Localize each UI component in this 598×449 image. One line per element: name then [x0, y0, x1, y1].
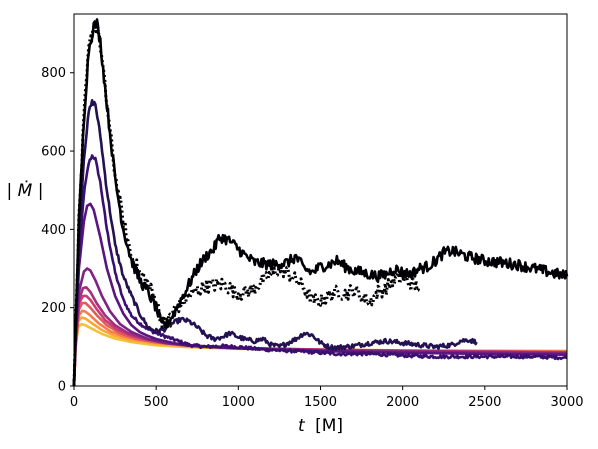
series-line-1	[72, 18, 569, 387]
x-tick-label: 3000	[550, 395, 583, 410]
x-tick-label: 0	[70, 395, 78, 410]
y-tick-label: 0	[58, 380, 66, 395]
y-axis-bar-left: |	[7, 181, 13, 201]
series-layer	[72, 18, 569, 387]
y-tick-label: 600	[41, 145, 66, 160]
x-tick-label: 2500	[468, 395, 501, 410]
tick-layer: 0 500 1000 1500 2000 2500 3000 0 200 400 600 800	[41, 66, 583, 410]
x-axis-symbol: t	[298, 416, 306, 436]
series-line-4	[72, 154, 568, 387]
y-axis-label: | Ṁ |	[7, 180, 44, 201]
y-tick-label: 400	[41, 223, 66, 238]
x-axis-unit: [M]	[315, 416, 343, 436]
x-tick-label: 2000	[386, 395, 419, 410]
x-tick-label: 1500	[304, 395, 337, 410]
x-axis-label: t [M]	[298, 416, 343, 436]
series-line-2-dotted	[72, 22, 421, 387]
y-axis-bar-right: |	[38, 181, 44, 201]
series-line-3	[72, 99, 478, 387]
y-tick-label: 800	[41, 66, 66, 81]
y-tick-label: 200	[41, 301, 66, 316]
x-tick-label: 1000	[222, 395, 255, 410]
y-axis-symbol: Ṁ	[18, 180, 33, 201]
x-tick-label: 500	[144, 395, 169, 410]
